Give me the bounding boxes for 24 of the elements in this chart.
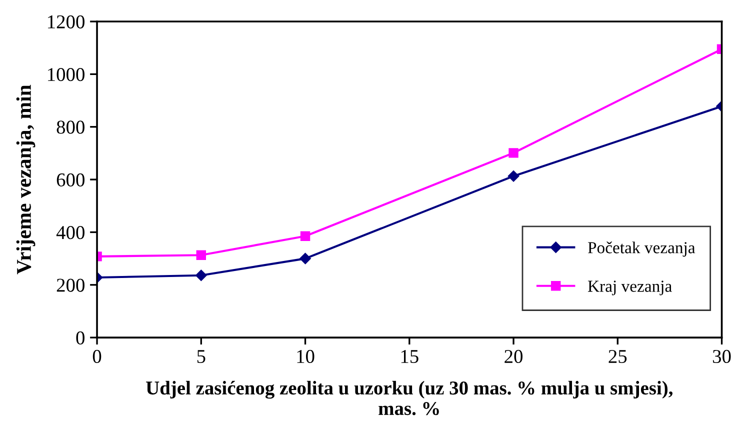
x-tick-label: 20	[504, 350, 522, 364]
y-tick-label: 600	[56, 173, 84, 186]
point	[196, 270, 207, 281]
x-tick-label: 15	[401, 350, 418, 364]
point	[300, 252, 311, 264]
x-tick-label: 5	[197, 350, 206, 364]
legend-label: Početak vezanja	[588, 242, 696, 257]
point	[196, 250, 206, 260]
y-tick-label: 0	[76, 331, 84, 344]
y-axis-title: Vrijeme vezanja, min	[16, 84, 36, 274]
x-tick-label: 30	[712, 350, 731, 364]
point	[300, 231, 310, 242]
x-tick-label: 25	[608, 350, 627, 364]
y-tick-label: 1000	[48, 68, 84, 82]
y-tick-label: 200	[56, 278, 84, 292]
legend-label: Kraj vezanja	[588, 280, 672, 296]
x-tick-label: 10	[297, 350, 314, 364]
y-tick-label: 1200	[48, 15, 84, 28]
point	[508, 148, 518, 158]
y-tick-label: 800	[56, 120, 84, 134]
x-tick-label: 0	[92, 350, 102, 364]
x-axis-title: Udjel zasićenog zeolita u uzorku (uz 30 mas. % mulja u smjesi), mas. %	[146, 380, 672, 416]
point	[508, 170, 520, 182]
y-tick-label: 400	[56, 226, 84, 240]
